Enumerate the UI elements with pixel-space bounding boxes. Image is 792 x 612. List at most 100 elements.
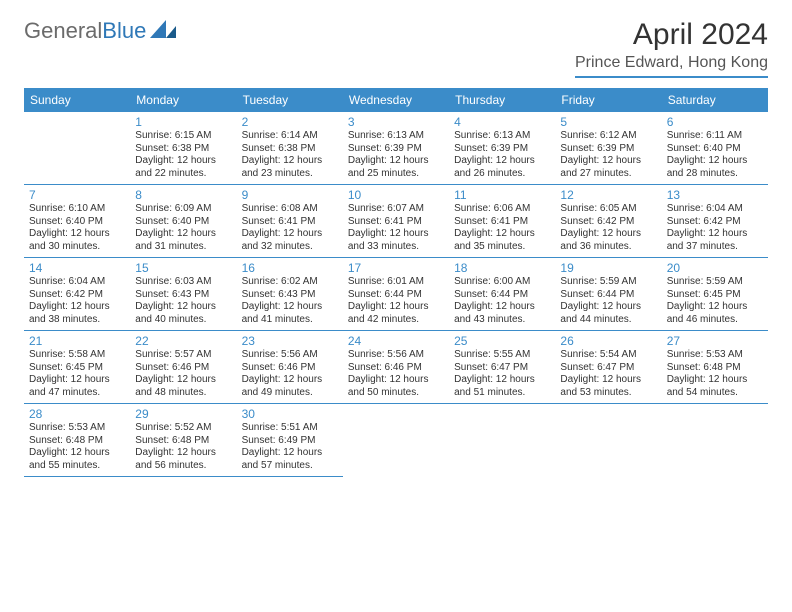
day-number: 2: [242, 115, 338, 129]
day-cell: 23Sunrise: 5:56 AMSunset: 6:46 PMDayligh…: [237, 331, 343, 404]
daylight-line: Daylight: 12 hours: [135, 228, 231, 241]
sunset-line: Sunset: 6:40 PM: [135, 216, 231, 229]
daylight-line: and 49 minutes.: [242, 387, 338, 400]
sunset-line: Sunset: 6:41 PM: [454, 216, 550, 229]
daylight-line: and 41 minutes.: [242, 314, 338, 327]
sunset-line: Sunset: 6:40 PM: [667, 143, 763, 156]
empty-cell: [449, 404, 555, 477]
day-number: 29: [135, 407, 231, 421]
day-cell: 17Sunrise: 6:01 AMSunset: 6:44 PMDayligh…: [343, 258, 449, 331]
sunset-line: Sunset: 6:41 PM: [242, 216, 338, 229]
day-number: 10: [348, 188, 444, 202]
location-label: Prince Edward, Hong Kong: [575, 54, 768, 78]
day-cell: 26Sunrise: 5:54 AMSunset: 6:47 PMDayligh…: [555, 331, 661, 404]
day-number: 20: [667, 261, 763, 275]
sunrise-line: Sunrise: 5:57 AM: [135, 349, 231, 362]
daylight-line: and 27 minutes.: [560, 168, 656, 181]
sunset-line: Sunset: 6:41 PM: [348, 216, 444, 229]
day-header: Friday: [555, 88, 661, 112]
daylight-line: Daylight: 12 hours: [135, 447, 231, 460]
day-cell: 24Sunrise: 5:56 AMSunset: 6:46 PMDayligh…: [343, 331, 449, 404]
daylight-line: Daylight: 12 hours: [454, 228, 550, 241]
daylight-line: and 40 minutes.: [135, 314, 231, 327]
day-cell: 13Sunrise: 6:04 AMSunset: 6:42 PMDayligh…: [662, 185, 768, 258]
daylight-line: and 23 minutes.: [242, 168, 338, 181]
day-cell: 1Sunrise: 6:15 AMSunset: 6:38 PMDaylight…: [130, 112, 236, 185]
day-number: 22: [135, 334, 231, 348]
daylight-line: and 42 minutes.: [348, 314, 444, 327]
calendar-table: SundayMondayTuesdayWednesdayThursdayFrid…: [24, 88, 768, 477]
calendar-week: 28Sunrise: 5:53 AMSunset: 6:48 PMDayligh…: [24, 404, 768, 477]
sunset-line: Sunset: 6:48 PM: [135, 435, 231, 448]
sunset-line: Sunset: 6:44 PM: [560, 289, 656, 302]
day-cell: 12Sunrise: 6:05 AMSunset: 6:42 PMDayligh…: [555, 185, 661, 258]
daylight-line: and 54 minutes.: [667, 387, 763, 400]
daylight-line: Daylight: 12 hours: [667, 301, 763, 314]
sunrise-line: Sunrise: 6:04 AM: [667, 203, 763, 216]
day-number: 26: [560, 334, 656, 348]
day-cell: 10Sunrise: 6:07 AMSunset: 6:41 PMDayligh…: [343, 185, 449, 258]
day-number: 17: [348, 261, 444, 275]
sunset-line: Sunset: 6:38 PM: [135, 143, 231, 156]
day-number: 13: [667, 188, 763, 202]
sunset-line: Sunset: 6:47 PM: [454, 362, 550, 375]
day-cell: 6Sunrise: 6:11 AMSunset: 6:40 PMDaylight…: [662, 112, 768, 185]
day-cell: 9Sunrise: 6:08 AMSunset: 6:41 PMDaylight…: [237, 185, 343, 258]
sunrise-line: Sunrise: 5:53 AM: [667, 349, 763, 362]
sunset-line: Sunset: 6:48 PM: [667, 362, 763, 375]
day-cell: 16Sunrise: 6:02 AMSunset: 6:43 PMDayligh…: [237, 258, 343, 331]
sunrise-line: Sunrise: 6:14 AM: [242, 130, 338, 143]
daylight-line: and 32 minutes.: [242, 241, 338, 254]
day-number: 5: [560, 115, 656, 129]
daylight-line: and 56 minutes.: [135, 460, 231, 473]
empty-cell: [343, 404, 449, 477]
daylight-line: and 36 minutes.: [560, 241, 656, 254]
sunrise-line: Sunrise: 6:15 AM: [135, 130, 231, 143]
calendar-body: 1Sunrise: 6:15 AMSunset: 6:38 PMDaylight…: [24, 112, 768, 477]
sunrise-line: Sunrise: 6:08 AM: [242, 203, 338, 216]
brand-logo: GeneralBlue: [24, 18, 176, 44]
day-cell: 20Sunrise: 5:59 AMSunset: 6:45 PMDayligh…: [662, 258, 768, 331]
sunrise-line: Sunrise: 5:55 AM: [454, 349, 550, 362]
day-cell: 5Sunrise: 6:12 AMSunset: 6:39 PMDaylight…: [555, 112, 661, 185]
day-cell: 14Sunrise: 6:04 AMSunset: 6:42 PMDayligh…: [24, 258, 130, 331]
sunset-line: Sunset: 6:42 PM: [29, 289, 125, 302]
daylight-line: Daylight: 12 hours: [667, 228, 763, 241]
sunset-line: Sunset: 6:39 PM: [348, 143, 444, 156]
sunrise-line: Sunrise: 6:13 AM: [454, 130, 550, 143]
day-number: 1: [135, 115, 231, 129]
daylight-line: and 38 minutes.: [29, 314, 125, 327]
day-cell: 30Sunrise: 5:51 AMSunset: 6:49 PMDayligh…: [237, 404, 343, 477]
sunset-line: Sunset: 6:48 PM: [29, 435, 125, 448]
daylight-line: Daylight: 12 hours: [667, 374, 763, 387]
sunrise-line: Sunrise: 6:01 AM: [348, 276, 444, 289]
day-header: Saturday: [662, 88, 768, 112]
day-number: 6: [667, 115, 763, 129]
sunset-line: Sunset: 6:40 PM: [29, 216, 125, 229]
daylight-line: Daylight: 12 hours: [242, 155, 338, 168]
day-number: 9: [242, 188, 338, 202]
daylight-line: and 50 minutes.: [348, 387, 444, 400]
daylight-line: and 46 minutes.: [667, 314, 763, 327]
day-number: 16: [242, 261, 338, 275]
day-number: 23: [242, 334, 338, 348]
daylight-line: and 25 minutes.: [348, 168, 444, 181]
day-cell: 4Sunrise: 6:13 AMSunset: 6:39 PMDaylight…: [449, 112, 555, 185]
sunset-line: Sunset: 6:46 PM: [242, 362, 338, 375]
day-cell: 2Sunrise: 6:14 AMSunset: 6:38 PMDaylight…: [237, 112, 343, 185]
empty-cell: [24, 112, 130, 185]
day-number: 8: [135, 188, 231, 202]
sunset-line: Sunset: 6:38 PM: [242, 143, 338, 156]
sunrise-line: Sunrise: 6:12 AM: [560, 130, 656, 143]
daylight-line: and 53 minutes.: [560, 387, 656, 400]
daylight-line: Daylight: 12 hours: [348, 228, 444, 241]
day-header: Thursday: [449, 88, 555, 112]
daylight-line: Daylight: 12 hours: [242, 447, 338, 460]
daylight-line: Daylight: 12 hours: [454, 374, 550, 387]
daylight-line: and 28 minutes.: [667, 168, 763, 181]
day-number: 14: [29, 261, 125, 275]
daylight-line: and 37 minutes.: [667, 241, 763, 254]
day-cell: 15Sunrise: 6:03 AMSunset: 6:43 PMDayligh…: [130, 258, 236, 331]
sunset-line: Sunset: 6:43 PM: [242, 289, 338, 302]
daylight-line: and 35 minutes.: [454, 241, 550, 254]
